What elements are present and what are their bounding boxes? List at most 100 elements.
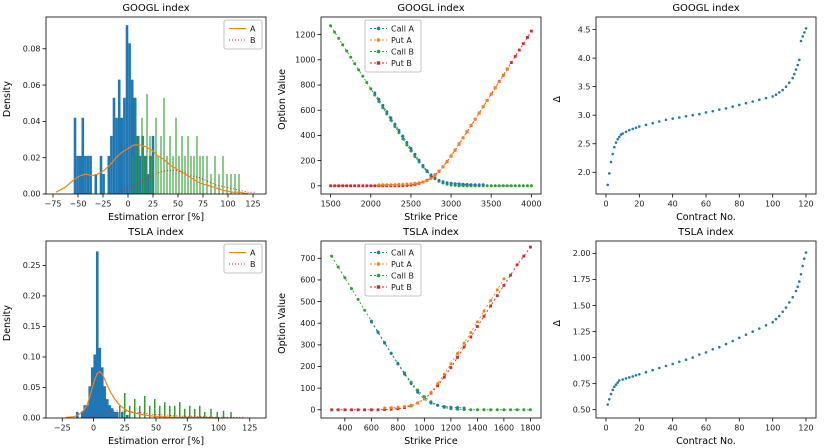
svg-text:200: 200 <box>300 362 315 371</box>
svg-text:1800: 1800 <box>520 424 540 433</box>
svg-text:0.50: 0.50 <box>573 405 591 414</box>
svg-text:50: 50 <box>151 424 161 433</box>
svg-text:600: 600 <box>300 276 315 285</box>
svg-text:1200: 1200 <box>295 30 315 39</box>
svg-text:1.75: 1.75 <box>573 275 591 284</box>
svg-text:400: 400 <box>337 424 352 433</box>
svg-text:800: 800 <box>300 81 315 90</box>
svg-text:Put B: Put B <box>391 59 412 68</box>
tsla-option-xlabel: Strike Price <box>404 436 458 447</box>
svg-text:0: 0 <box>91 424 96 433</box>
svg-text:1500: 1500 <box>320 200 340 209</box>
svg-text:100: 100 <box>220 200 235 209</box>
svg-text:25: 25 <box>120 424 130 433</box>
svg-text:0.10: 0.10 <box>23 353 41 362</box>
svg-text:125: 125 <box>245 200 260 209</box>
svg-text:A: A <box>250 24 256 33</box>
tsla-histogram-xlabel: Estimation error [%] <box>107 436 205 447</box>
svg-text:4.5: 4.5 <box>578 25 591 34</box>
svg-text:600: 600 <box>364 424 379 433</box>
svg-text:120: 120 <box>798 424 813 433</box>
svg-text:3500: 3500 <box>481 200 501 209</box>
tsla-histogram-title: TSLA index <box>128 227 184 238</box>
panel-googl-delta: Δ 0 20 40 60 80 100 120 2.0 2.5 3.0 3.5 4.0 4.5 GOOG… <box>550 0 825 224</box>
svg-text:600: 600 <box>300 106 315 115</box>
svg-text:0.04: 0.04 <box>23 117 41 126</box>
svg-text:4.0: 4.0 <box>578 54 591 63</box>
svg-text:0: 0 <box>603 424 608 433</box>
svg-text:2.5: 2.5 <box>578 139 591 148</box>
googl-delta-title: GOOGL index <box>672 3 740 14</box>
svg-text:0.25: 0.25 <box>23 261 41 270</box>
svg-text:0: 0 <box>310 182 315 191</box>
svg-text:1.25: 1.25 <box>573 327 591 336</box>
tsla-option-plot: 400 600 800 1000 1200 1400 1600 1800 0 100 200 300 4… <box>300 240 542 433</box>
svg-text:0.02: 0.02 <box>23 153 41 162</box>
svg-text:3000: 3000 <box>441 200 461 209</box>
svg-text:0.75: 0.75 <box>573 379 591 388</box>
svg-text:100: 100 <box>211 424 226 433</box>
panel-googl-histogram: Density −75 −50 −25 0 25 50 75 100 125 0.00 0.02 0.… <box>0 0 275 224</box>
svg-text:2.00: 2.00 <box>573 249 591 258</box>
svg-text:800: 800 <box>390 424 405 433</box>
svg-text:100: 100 <box>765 200 780 209</box>
svg-text:0.05: 0.05 <box>23 383 41 392</box>
svg-text:−25: −25 <box>95 200 112 209</box>
svg-text:0.00: 0.00 <box>23 414 41 423</box>
svg-text:80: 80 <box>734 200 744 209</box>
svg-text:400: 400 <box>300 319 315 328</box>
svg-text:0.00: 0.00 <box>23 190 41 199</box>
svg-text:700: 700 <box>300 254 315 263</box>
svg-text:2000: 2000 <box>361 200 381 209</box>
tsla-option-title: TSLA index <box>403 227 459 238</box>
svg-text:Call A: Call A <box>391 24 414 33</box>
panel-tsla-histogram: Density −25 0 25 50 75 100 125 0.00 0.05 0.10 0.15… <box>0 224 275 448</box>
svg-text:40: 40 <box>668 424 678 433</box>
svg-text:Put A: Put A <box>391 260 412 269</box>
svg-text:−25: −25 <box>54 424 71 433</box>
panel-googl-option-value: Option Value 1500 2000 2500 3000 3500 4000 0 20… <box>275 0 550 224</box>
svg-text:1000: 1000 <box>295 56 315 65</box>
svg-text:Put B: Put B <box>391 283 412 292</box>
svg-text:100: 100 <box>300 384 315 393</box>
googl-delta-xlabel: Contract No. <box>676 212 736 223</box>
svg-text:20: 20 <box>634 200 644 209</box>
svg-text:A: A <box>250 248 256 257</box>
tsla-delta-plot: 0 20 40 60 80 100 120 0.50 0.75 1.00 1.25 1.50 1.75 2… <box>573 240 817 433</box>
svg-text:0: 0 <box>310 405 315 414</box>
svg-text:20: 20 <box>634 424 644 433</box>
svg-text:3.0: 3.0 <box>578 111 591 120</box>
svg-text:0: 0 <box>603 200 608 209</box>
svg-text:40: 40 <box>668 200 678 209</box>
svg-text:125: 125 <box>242 424 257 433</box>
svg-text:1.50: 1.50 <box>573 301 591 310</box>
svg-text:B: B <box>250 260 256 269</box>
svg-text:50: 50 <box>173 200 183 209</box>
googl-histogram-title: GOOGL index <box>122 3 190 14</box>
svg-text:0.08: 0.08 <box>23 44 41 53</box>
googl-histogram-xlabel: Estimation error [%] <box>107 212 205 223</box>
svg-text:B: B <box>250 36 256 45</box>
tsla-histogram-plot: −25 0 25 50 75 100 125 0.00 0.05 0.10 0.15 0.20 0.25… <box>23 240 267 433</box>
googl-histogram-plot: −75 −50 −25 0 25 50 75 100 125 0.00 0.02 0.04 0.06 0.… <box>23 16 267 209</box>
googl-delta-plot: 0 20 40 60 80 100 120 2.0 2.5 3.0 3.5 4.0 4.5 <box>578 16 817 209</box>
svg-text:−75: −75 <box>45 200 62 209</box>
svg-text:75: 75 <box>198 200 208 209</box>
svg-text:400: 400 <box>300 131 315 140</box>
svg-text:200: 200 <box>300 156 315 165</box>
svg-text:1400: 1400 <box>467 424 487 433</box>
svg-text:Put A: Put A <box>391 36 412 45</box>
svg-text:300: 300 <box>300 341 315 350</box>
svg-text:500: 500 <box>300 297 315 306</box>
svg-text:3.5: 3.5 <box>578 82 591 91</box>
svg-text:Call B: Call B <box>391 47 414 56</box>
svg-text:1.00: 1.00 <box>573 353 591 362</box>
svg-text:25: 25 <box>148 200 158 209</box>
tsla-delta-title: TSLA index <box>678 227 734 238</box>
svg-text:0.20: 0.20 <box>23 292 41 301</box>
svg-text:0.15: 0.15 <box>23 322 41 331</box>
svg-text:2.0: 2.0 <box>578 168 591 177</box>
svg-text:60: 60 <box>701 200 711 209</box>
svg-text:Call A: Call A <box>391 248 414 257</box>
